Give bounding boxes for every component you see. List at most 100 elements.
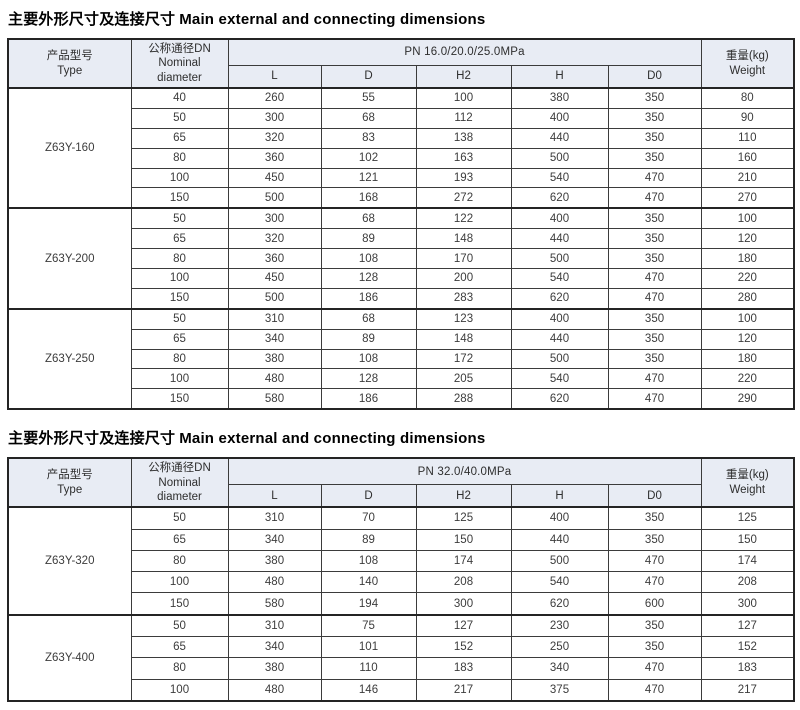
- d0-cell: 350: [607, 147, 702, 169]
- section-title-en: Main external and connecting dimensions: [179, 11, 486, 28]
- d-cell: 75: [320, 614, 417, 638]
- table-row: Z63Y-200 50 300 68 122 400 350 100: [7, 207, 795, 310]
- weight-cell: 125: [700, 506, 795, 530]
- section-title-zh: 主要外形尺寸及连接尺寸: [8, 11, 176, 28]
- d-cell: 68: [320, 207, 417, 230]
- h2-cell: 200: [415, 268, 512, 289]
- weight-cell: 208: [700, 571, 795, 594]
- weight-cell: 280: [700, 287, 795, 310]
- h2-cell: 123: [415, 308, 512, 330]
- d-cell: 194: [320, 592, 417, 616]
- col-header-type: 产品型号 Type: [7, 38, 132, 89]
- col-header-type-zh: 产品型号: [46, 50, 93, 63]
- table-row: 150 580 194 300 620 600 300: [8, 592, 795, 616]
- d-cell: 110: [320, 657, 417, 680]
- section-pn320: 主要外形尺寸及连接尺寸 Main external and connecting …: [7, 427, 796, 702]
- dimensions-table-pn160: 产品型号 Type 公称通径DN Nominal diameter PN 16.…: [7, 38, 796, 411]
- col-header-dn-en2: diameter: [157, 71, 202, 84]
- table-row: Z63Y-250 50 310 68 123 400 350 100: [7, 308, 795, 410]
- table-row: 150 580 186 288 620 470 290: [8, 388, 795, 410]
- col-header-D: D: [320, 65, 417, 89]
- dn-cell: 50: [130, 614, 229, 638]
- d0-cell: 350: [607, 308, 702, 330]
- h-cell: 375: [510, 678, 609, 702]
- d-cell: 140: [320, 571, 417, 594]
- l-cell: 340: [227, 528, 322, 551]
- weight-cell: 220: [700, 368, 795, 390]
- dimensions-table-pn320: 产品型号 Type 公称通径DN Nominal diameter PN 32.…: [7, 457, 796, 702]
- col-header-weight-en: Weight: [729, 483, 766, 496]
- d-cell: 101: [320, 636, 417, 659]
- col-header-pn: PN 32.0/40.0MPa: [227, 457, 702, 486]
- col-header-weight: 重量(kg) Weight: [700, 457, 795, 508]
- weight-cell: 120: [700, 328, 795, 350]
- weight-cell: 210: [700, 167, 795, 189]
- col-header-dn-zh: 公称通径DN: [148, 42, 211, 55]
- type-cell: Z63Y-320: [7, 506, 132, 616]
- col-header-D0: D0: [607, 484, 702, 508]
- l-cell: 360: [227, 147, 322, 169]
- dn-cell: 65: [130, 228, 229, 250]
- col-header-type: 产品型号 Type: [7, 457, 132, 508]
- table-row: 80 380 110 183 340 470 183: [8, 657, 795, 680]
- table-group-Z63Y-160: Z63Y-160 40 260 55 100 380 350 80 50 300 68 112 400 3…: [7, 87, 795, 209]
- d0-cell: 350: [607, 528, 702, 551]
- d0-cell: 470: [607, 368, 702, 390]
- section-title-zh: 主要外形尺寸及连接尺寸: [8, 430, 176, 448]
- d0-cell: 470: [607, 287, 702, 310]
- d0-cell: 350: [607, 328, 702, 350]
- weight-cell: 160: [700, 147, 795, 169]
- weight-cell: 100: [700, 207, 795, 230]
- d0-cell: 350: [607, 107, 702, 129]
- h2-cell: 172: [415, 348, 512, 370]
- table-group-Z63Y-320: Z63Y-320 50 310 70 125 400 350 125 65 340 89 150 440…: [7, 506, 795, 616]
- d-cell: 89: [320, 528, 417, 551]
- weight-cell: 120: [700, 228, 795, 250]
- l-cell: 380: [227, 348, 322, 370]
- weight-cell: 90: [700, 107, 795, 129]
- l-cell: 340: [227, 328, 322, 350]
- col-header-H: H: [510, 65, 609, 89]
- dn-cell: 100: [130, 678, 229, 702]
- table-row: 100 480 140 208 540 470 208: [8, 571, 795, 594]
- type-cell: Z63Y-400: [7, 614, 132, 702]
- d-cell: 186: [320, 388, 417, 410]
- weight-cell: 183: [700, 657, 795, 680]
- weight-cell: 127: [700, 614, 795, 638]
- d-cell: 68: [320, 308, 417, 330]
- table-group-Z63Y-200: Z63Y-200 50 300 68 122 400 350 100 65 320 89 148 440…: [7, 207, 795, 310]
- col-header-H2: H2: [415, 65, 512, 89]
- weight-cell: 270: [700, 187, 795, 209]
- table-row: 80 360 108 170 500 350 180: [8, 248, 795, 270]
- h-cell: 440: [510, 127, 609, 149]
- table-group-Z63Y-400: Z63Y-400 50 310 75 127 230 350 127 65 340 101 152 25…: [7, 614, 795, 702]
- dn-cell: 80: [130, 657, 229, 680]
- table-group-Z63Y-250: Z63Y-250 50 310 68 123 400 350 100 65 340 89 148 440…: [7, 308, 795, 410]
- table-row: Z63Y-160 40 260 55 100 380 350 80: [7, 87, 795, 209]
- h-cell: 400: [510, 506, 609, 530]
- dn-cell: 150: [130, 388, 229, 410]
- d-cell: 70: [320, 506, 417, 530]
- h-cell: 500: [510, 549, 609, 573]
- d0-cell: 470: [607, 571, 702, 594]
- d0-cell: 350: [607, 614, 702, 638]
- table-row: 50 300 68 112 400 350 90: [8, 107, 795, 129]
- table-row: 65 320 83 138 440 350 110: [8, 127, 795, 149]
- type-cell: Z63Y-200: [7, 207, 132, 310]
- l-cell: 310: [227, 308, 322, 330]
- d-cell: 108: [320, 248, 417, 270]
- h2-cell: 288: [415, 388, 512, 410]
- d0-cell: 350: [607, 228, 702, 250]
- h-cell: 400: [510, 107, 609, 129]
- h-cell: 400: [510, 207, 609, 230]
- weight-cell: 180: [700, 248, 795, 270]
- l-cell: 300: [227, 207, 322, 230]
- l-cell: 310: [227, 506, 322, 530]
- h2-cell: 148: [415, 328, 512, 350]
- col-header-H2: H2: [415, 484, 512, 508]
- d-cell: 83: [320, 127, 417, 149]
- d0-cell: 350: [607, 207, 702, 230]
- col-header-dn-en1: Nominal: [158, 57, 201, 70]
- d0-cell: 350: [607, 636, 702, 659]
- col-header-weight-en: Weight: [729, 64, 766, 77]
